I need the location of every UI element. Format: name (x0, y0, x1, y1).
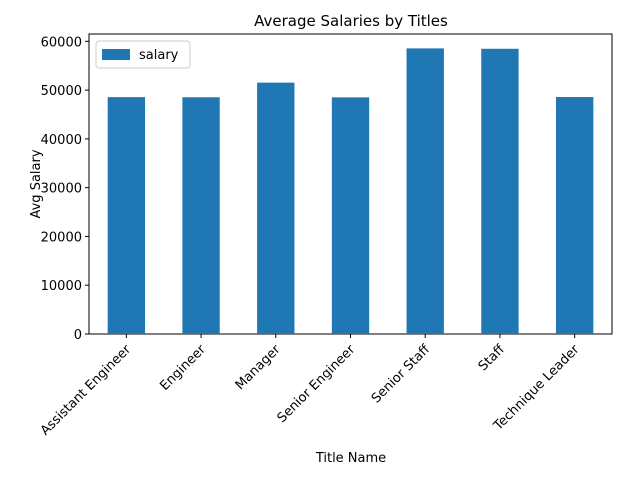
y-tick-label: 40000 (41, 133, 82, 148)
legend: salary (95, 40, 191, 69)
legend-swatch (102, 49, 130, 60)
y-tick-label: 60000 (41, 35, 82, 50)
x-axis-label: Title Name (315, 451, 386, 466)
x-tick-label: Manager (233, 342, 284, 393)
y-tick-label: 0 (74, 328, 82, 343)
bar-technique-leader (555, 97, 594, 335)
x-tick-label: Staff (476, 341, 509, 374)
x-tick-label: Assistant Engineer (38, 342, 135, 439)
legend-frame (95, 40, 191, 69)
y-tick-label: 20000 (41, 230, 82, 245)
y-axis-label: Avg Salary (29, 149, 44, 218)
x-tick-label: Engineer (157, 342, 209, 394)
x-tick-label: Senior Engineer (275, 342, 359, 426)
bar-staff (481, 48, 519, 334)
x-tick-label: Senior Staff (369, 341, 434, 406)
bar-assistant-engineer (107, 97, 146, 334)
bar-senior-engineer (331, 97, 370, 335)
bar-engineer (182, 97, 220, 334)
chart-title: Average Salaries by Titles (254, 12, 448, 30)
bar-senior-staff (406, 48, 444, 334)
legend-label-salary: salary (139, 48, 179, 63)
y-tick-label: 10000 (41, 279, 82, 294)
bar-manager (257, 82, 295, 334)
y-tick-label: 50000 (41, 84, 82, 99)
y-tick-label: 30000 (41, 182, 82, 197)
